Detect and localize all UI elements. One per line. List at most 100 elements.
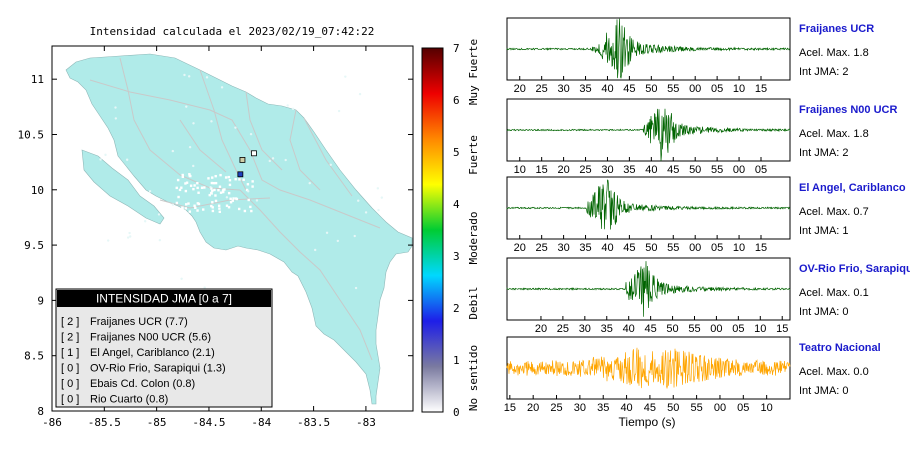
dense-dot xyxy=(184,207,188,210)
dense-dot xyxy=(245,188,249,192)
dense-dot xyxy=(210,191,213,195)
sparse-dot xyxy=(344,75,347,78)
waveform-tick-label: 55 xyxy=(667,83,679,95)
map-x-tick-label: -83.5 xyxy=(297,416,330,429)
accel-max: Acel. Max. 0.0 xyxy=(799,366,869,378)
waveform-tick-label: 35 xyxy=(579,242,591,254)
dense-dot xyxy=(229,197,232,200)
legend-entry-code: [ 0 ] xyxy=(61,394,79,406)
sparse-dot xyxy=(225,196,229,199)
sparse-dot xyxy=(286,104,289,107)
jma-intensity: Int JMA: 2 xyxy=(799,147,849,159)
dense-dot xyxy=(218,185,222,188)
sparse-dot xyxy=(171,149,175,153)
map-x-ticks: -86 -85.5 -85 -84.5 -84 -83.5 -83 xyxy=(42,46,376,429)
costa-rica-land xyxy=(65,53,413,405)
dense-dot xyxy=(184,182,187,185)
dense-dot xyxy=(227,206,231,209)
sparse-dot xyxy=(143,220,147,223)
waveform-tick-label: 50 xyxy=(667,402,679,414)
dense-dot xyxy=(211,176,214,179)
waveform-tick-label: 05 xyxy=(737,402,749,414)
colorbar-category-label: Moderado xyxy=(467,212,480,265)
colorbar-tick-label: 0 xyxy=(453,406,460,419)
sparse-dot xyxy=(171,203,175,206)
sparse-dot xyxy=(192,122,195,125)
accel-max: Acel. Max. 1.8 xyxy=(799,47,869,59)
legend-entry-code: [ 2 ] xyxy=(61,332,79,344)
map-x-tick-label: -85 xyxy=(147,416,167,429)
dense-dot xyxy=(181,206,184,209)
dense-dot xyxy=(202,208,205,211)
dense-dot xyxy=(234,178,237,181)
waveform-tick-label: 00 xyxy=(733,164,745,176)
dense-dot xyxy=(182,210,185,214)
waveform-panel: 20 25 30 35 40 45 50 55 00 05 10 15 OV-Rio Frio, Sar… xyxy=(506,257,910,335)
dense-dot xyxy=(227,191,231,195)
waveform-tick-label: 50 xyxy=(645,83,657,95)
dense-dot xyxy=(192,187,195,191)
waveform-panel: 10 15 20 25 30 35 40 45 50 55 00 05 Fraijanes N00 UC… xyxy=(506,98,897,176)
dense-dot xyxy=(251,185,254,188)
sparse-dot xyxy=(180,277,183,280)
sparse-dot xyxy=(129,235,132,238)
sparse-dot xyxy=(126,236,130,239)
waveform-tick-label: 30 xyxy=(574,402,586,414)
waveform-trace xyxy=(506,261,791,317)
map-y-tick-label: 8.5 xyxy=(24,350,44,363)
colorbar-tick-label: 2 xyxy=(453,302,460,315)
map-y-tick-label: 10.5 xyxy=(18,128,45,141)
jma-intensity: Int JMA: 2 xyxy=(799,66,849,78)
dense-dot xyxy=(227,175,230,179)
sparse-dot xyxy=(106,239,110,242)
colorbar-ticks: 0 1 2 3 4 5 6 7 xyxy=(453,42,460,419)
legend-entry-code: [ 0 ] xyxy=(61,378,79,390)
dense-dot xyxy=(228,183,232,187)
sparse-dot xyxy=(234,126,237,129)
waveform-tick-label: 25 xyxy=(536,242,548,254)
waveform-tick-label: 15 xyxy=(755,83,767,95)
map-y-ticks: 8 8.5 9 9.5 10 10.5 11 xyxy=(18,73,413,418)
waveform-tick-label: 30 xyxy=(557,242,569,254)
sparse-dot xyxy=(104,153,107,157)
colorbar-tick-label: 6 xyxy=(453,94,460,107)
sparse-dot xyxy=(114,106,117,109)
legend-box xyxy=(55,288,273,408)
waveform-tick-label: 00 xyxy=(689,83,701,95)
jma-intensity: Int JMA: 1 xyxy=(799,225,849,237)
sparse-dot xyxy=(148,190,152,193)
map-y-tick-label: 10 xyxy=(31,184,44,197)
dense-dot xyxy=(218,207,221,210)
dense-dot xyxy=(211,201,214,204)
waveform-trace xyxy=(506,347,791,390)
station-name: El Angel, Cariblanco xyxy=(799,182,906,194)
station-name: Fraijanes N00 UCR xyxy=(799,104,897,116)
dense-dot xyxy=(180,186,183,189)
waveform-tick-label: 35 xyxy=(597,402,609,414)
station-name: OV-Rio Frio, Sarapiqui xyxy=(799,263,910,275)
dense-dot xyxy=(175,186,178,190)
waveform-tick-label: 30 xyxy=(601,164,613,176)
waveform-tick-label: 40 xyxy=(620,402,632,414)
dense-dot xyxy=(189,184,193,187)
dense-dot xyxy=(219,191,223,194)
sparse-dot xyxy=(329,163,332,166)
accel-max: Acel. Max. 1.8 xyxy=(799,128,869,140)
dense-dot xyxy=(250,209,253,213)
waveform-trace xyxy=(506,108,791,162)
dense-dot xyxy=(194,206,197,209)
sparse-dot xyxy=(377,208,380,212)
dense-dot xyxy=(185,203,188,206)
sparse-dot xyxy=(203,286,206,289)
map-x-tick-label: -85.5 xyxy=(88,416,121,429)
dense-dot xyxy=(247,198,250,202)
dense-dot xyxy=(203,186,206,189)
waveform-tick-label: 15 xyxy=(776,323,788,335)
waveform-tick-label: 20 xyxy=(514,242,526,254)
sparse-dot xyxy=(187,75,191,78)
sparse-dot xyxy=(209,186,212,189)
waveform-tick-label: 40 xyxy=(623,323,635,335)
waveform-tick-label: 40 xyxy=(601,83,613,95)
sparse-dot xyxy=(220,86,224,89)
waveform-tick-label: 55 xyxy=(711,164,723,176)
